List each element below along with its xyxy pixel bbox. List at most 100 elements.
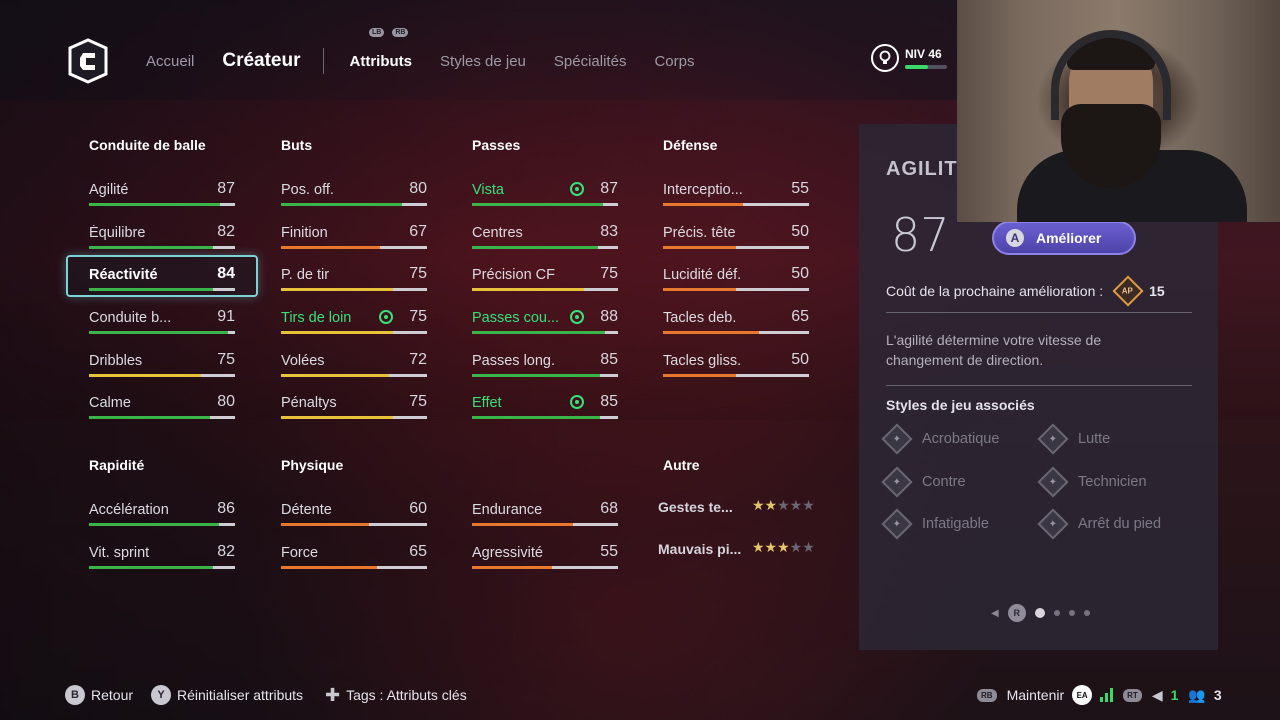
- online-count: 1: [1170, 687, 1179, 703]
- attribute-row-short-passing[interactable]: Passes cou... 88: [472, 306, 618, 342]
- attribute-name: Passes long.: [472, 353, 556, 369]
- attribute-value: 84: [217, 265, 235, 282]
- pager-dot[interactable]: [1053, 610, 1060, 616]
- lightbulb-icon: [871, 44, 899, 72]
- rapid-icon: ✦: [881, 466, 913, 498]
- attribute-value: 86: [217, 500, 235, 517]
- skill-moves-row[interactable]: Gestes te... ★★★★★: [658, 497, 818, 521]
- attribute-row-long-passing[interactable]: Passes long. 85: [472, 349, 618, 385]
- attribute-row-sliding-tackle[interactable]: Tacles gliss. 50: [663, 349, 809, 385]
- panel-divider: [886, 385, 1192, 386]
- speaker-icon: ◀: [1151, 686, 1163, 703]
- attribute-name: Pos. off.: [281, 182, 334, 198]
- attribute-row-volleys[interactable]: Volées 72: [281, 349, 427, 385]
- attribute-value: 87: [217, 180, 235, 197]
- attribute-row-vision[interactable]: Vista 87: [472, 178, 618, 214]
- dpad-icon: ✚: [325, 684, 341, 705]
- playstyle-label: Infatigable: [922, 516, 989, 532]
- attribute-value: 65: [409, 543, 427, 560]
- attribute-name: Réactivité: [89, 267, 158, 283]
- a-button-icon: A: [1006, 229, 1024, 247]
- attribute-row-heading[interactable]: Précis. tête 50: [663, 221, 809, 257]
- attribute-row-interceptions[interactable]: Interceptio... 55: [663, 178, 809, 214]
- attribute-value: 85: [600, 351, 618, 368]
- playstyle-technical[interactable]: ✦ Technicien: [1037, 466, 1147, 498]
- tags-hint[interactable]: ✚ Tags : Attributs clés: [325, 684, 467, 706]
- rt-button-icon: RT: [1123, 688, 1142, 702]
- back-label: Retour: [91, 687, 134, 703]
- attribute-row-penalties[interactable]: Pénaltys 75: [281, 391, 427, 427]
- attribute-row-balance[interactable]: Équilibre 82: [89, 221, 235, 257]
- ap-icon-label: AP: [1122, 286, 1134, 296]
- attribute-value: 91: [217, 308, 235, 325]
- nav-creator[interactable]: Créateur: [222, 50, 301, 71]
- nav-home[interactable]: Accueil: [146, 52, 195, 70]
- attribute-name: Finition: [281, 225, 328, 241]
- attribute-row-composure[interactable]: Calme 80: [89, 391, 235, 427]
- attribute-value: 55: [791, 180, 809, 197]
- attribute-name: Dribbles: [89, 353, 143, 369]
- attribute-value: 60: [409, 500, 427, 517]
- attribute-row-stamina[interactable]: Endurance 68: [472, 498, 618, 534]
- pager-dot-active[interactable]: [1034, 608, 1045, 618]
- attribute-name: Force: [281, 545, 319, 561]
- weak-foot-row[interactable]: Mauvais pi... ★★★★★: [658, 539, 818, 563]
- tab-attributes[interactable]: Attributs: [349, 52, 413, 70]
- attribute-row-strength[interactable]: Force 65: [281, 541, 427, 577]
- attribute-row-positioning[interactable]: Pos. off. 80: [281, 178, 427, 214]
- attribute-row-jumping[interactable]: Détente 60: [281, 498, 427, 534]
- attribute-row-standing-tackle[interactable]: Tacles deb. 65: [663, 306, 809, 342]
- attribute-name: Mauvais pi...: [658, 541, 742, 557]
- playstyle-first-touch[interactable]: ✦ Arrêt du pied: [1037, 508, 1161, 540]
- nav-divider: [322, 48, 324, 74]
- attribute-row-long-shots[interactable]: Tirs de loin 75: [281, 306, 427, 342]
- attribute-name: Vista: [472, 182, 504, 198]
- pager-dot[interactable]: [1083, 610, 1090, 616]
- panel-pager[interactable]: ◀ R: [991, 604, 1090, 622]
- top-nav: Accueil Créateur Attributs Styles de jeu…: [146, 40, 722, 82]
- playstyle-relentless[interactable]: ✦ Infatigable: [881, 508, 989, 540]
- acrobatic-icon: ✦: [881, 423, 913, 455]
- lb-button-hint: LB: [369, 28, 385, 37]
- playstyle-press-proven[interactable]: ✦ Lutte: [1037, 423, 1110, 455]
- attribute-row-acceleration[interactable]: Accélération 86: [89, 498, 235, 534]
- attribute-row-curve[interactable]: Effet 85: [472, 391, 618, 427]
- attribute-name: Équilibre: [89, 225, 146, 241]
- attribute-name: Passes cou...: [472, 310, 560, 326]
- attribute-row-sprint-speed[interactable]: Vit. sprint 82: [89, 541, 235, 577]
- chevron-left-icon[interactable]: ◀: [991, 607, 999, 619]
- attribute-value: 65: [791, 308, 809, 325]
- attribute-row-shot-power[interactable]: P. de tir 75: [281, 263, 427, 299]
- key-attribute-target-icon: [570, 395, 584, 409]
- attribute-value: 67: [409, 223, 427, 240]
- attribute-row-agility[interactable]: Agilité 87: [89, 178, 235, 214]
- attribute-name: Gestes te...: [658, 499, 733, 515]
- attribute-row-reactions[interactable]: Réactivité 84: [89, 263, 235, 299]
- back-hint[interactable]: B Retour: [65, 684, 133, 706]
- ap-icon: AP: [1112, 275, 1144, 307]
- improve-button[interactable]: A Améliorer: [992, 221, 1136, 255]
- attribute-row-ball-control[interactable]: Conduite b... 91: [89, 306, 235, 342]
- tab-playstyles[interactable]: Styles de jeu: [440, 52, 526, 70]
- attribute-row-def-awareness[interactable]: Lucidité déf. 50: [663, 263, 809, 299]
- attribute-name: Agilité: [89, 182, 129, 198]
- attribute-value: 82: [217, 223, 235, 240]
- pager-dot[interactable]: [1068, 610, 1075, 616]
- level-label: NIV 46: [905, 47, 942, 61]
- playstyle-label: Technicien: [1078, 474, 1147, 490]
- reset-label: Réinitialiser attributs: [177, 687, 304, 703]
- level-progress-bar: [905, 65, 947, 69]
- reset-attributes-hint[interactable]: Y Réinitialiser attributs: [151, 684, 303, 706]
- tab-body[interactable]: Corps: [654, 52, 695, 70]
- attribute-value: 83: [600, 223, 618, 240]
- improve-label: Améliorer: [1036, 230, 1102, 246]
- attribute-name: Pénaltys: [281, 395, 337, 411]
- attribute-row-finishing[interactable]: Finition 67: [281, 221, 427, 257]
- playstyle-acrobatic[interactable]: ✦ Acrobatique: [881, 423, 999, 455]
- attribute-row-fk-accuracy[interactable]: Précision CF 75: [472, 263, 618, 299]
- attribute-row-aggression[interactable]: Agressivité 55: [472, 541, 618, 577]
- attribute-row-crossing[interactable]: Centres 83: [472, 221, 618, 257]
- playstyle-rapid[interactable]: ✦ Contre: [881, 466, 966, 498]
- tab-specialties[interactable]: Spécialités: [553, 52, 627, 70]
- attribute-row-dribbling[interactable]: Dribbles 75: [89, 349, 235, 385]
